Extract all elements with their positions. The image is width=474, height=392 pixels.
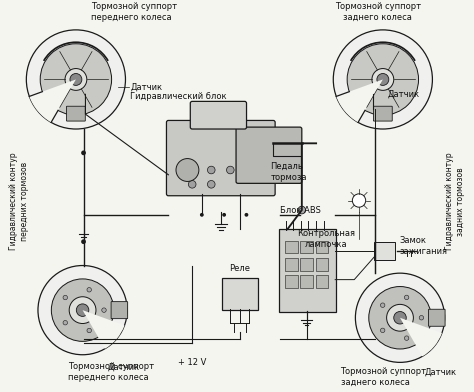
Circle shape <box>38 265 127 355</box>
Circle shape <box>87 288 91 292</box>
FancyBboxPatch shape <box>428 309 445 326</box>
Wedge shape <box>336 80 383 122</box>
Text: Гидравлический контур
задних тормозов: Гидравлический контур задних тормозов <box>445 152 465 250</box>
FancyBboxPatch shape <box>236 127 302 183</box>
Circle shape <box>87 328 91 333</box>
Circle shape <box>63 295 67 300</box>
Circle shape <box>27 30 126 129</box>
Circle shape <box>404 295 409 299</box>
Circle shape <box>356 273 445 362</box>
Circle shape <box>227 166 234 174</box>
FancyBboxPatch shape <box>222 278 258 310</box>
Circle shape <box>222 213 226 217</box>
Circle shape <box>200 213 204 217</box>
Circle shape <box>404 336 409 340</box>
Wedge shape <box>29 80 76 122</box>
Circle shape <box>381 303 385 307</box>
Text: Датчик: Датчик <box>108 362 139 371</box>
FancyBboxPatch shape <box>301 275 313 288</box>
Circle shape <box>188 166 196 174</box>
Circle shape <box>40 44 111 115</box>
Text: Блок ABS: Блок ABS <box>280 206 321 215</box>
FancyBboxPatch shape <box>66 106 85 121</box>
FancyBboxPatch shape <box>166 120 275 196</box>
Wedge shape <box>400 318 442 356</box>
Text: Реле: Реле <box>229 264 250 273</box>
Circle shape <box>347 44 419 115</box>
FancyBboxPatch shape <box>374 106 392 121</box>
Circle shape <box>381 328 385 332</box>
FancyBboxPatch shape <box>374 243 395 260</box>
Text: + 12 V: + 12 V <box>178 358 206 367</box>
Text: Тормозной суппорт
заднего колеса: Тормозной суппорт заднего колеса <box>335 2 421 22</box>
Circle shape <box>102 308 106 312</box>
Text: Датчик: Датчик <box>130 83 163 92</box>
Text: Датчик: Датчик <box>388 90 420 99</box>
Circle shape <box>69 297 96 323</box>
Text: Педаль
тормоза: Педаль тормоза <box>270 162 307 182</box>
Circle shape <box>369 287 431 349</box>
Circle shape <box>352 194 365 207</box>
Circle shape <box>208 166 215 174</box>
FancyBboxPatch shape <box>190 102 246 129</box>
Text: Замок
зажигания: Замок зажигания <box>399 236 447 256</box>
Text: Датчик: Датчик <box>425 367 457 376</box>
Circle shape <box>377 74 389 85</box>
Text: Тормозной суппорт
переднего колеса: Тормозной суппорт переднего колеса <box>91 2 177 22</box>
Circle shape <box>298 206 306 214</box>
FancyBboxPatch shape <box>316 241 328 253</box>
Text: Контрольная
лампочка: Контрольная лампочка <box>297 229 355 249</box>
Circle shape <box>245 213 248 217</box>
Circle shape <box>81 239 86 244</box>
Circle shape <box>51 279 114 341</box>
Text: Гидравлический контур
передних тормозов: Гидравлический контур передних тормозов <box>9 152 29 250</box>
Circle shape <box>76 304 89 316</box>
Text: Тормозной суппорт
заднего колеса: Тормозной суппорт заднего колеса <box>340 367 427 387</box>
FancyBboxPatch shape <box>279 229 336 312</box>
Circle shape <box>81 151 86 155</box>
FancyBboxPatch shape <box>285 241 298 253</box>
Circle shape <box>372 69 394 91</box>
Circle shape <box>70 74 82 85</box>
FancyBboxPatch shape <box>316 275 328 288</box>
FancyBboxPatch shape <box>301 258 313 270</box>
Text: Гидравлический блок: Гидравлический блок <box>130 92 227 101</box>
FancyBboxPatch shape <box>111 301 128 319</box>
Circle shape <box>63 321 67 325</box>
Wedge shape <box>82 310 125 349</box>
Circle shape <box>188 180 196 188</box>
Circle shape <box>176 159 199 181</box>
Circle shape <box>208 180 215 188</box>
FancyBboxPatch shape <box>285 275 298 288</box>
FancyBboxPatch shape <box>301 241 313 253</box>
Circle shape <box>419 316 424 320</box>
Circle shape <box>394 312 406 324</box>
Circle shape <box>333 30 432 129</box>
FancyBboxPatch shape <box>285 258 298 270</box>
Circle shape <box>387 304 413 331</box>
Circle shape <box>65 69 87 91</box>
Text: Тормозной суппорт
переднего колеса: Тормозной суппорт переднего колеса <box>68 362 154 383</box>
FancyBboxPatch shape <box>316 258 328 270</box>
